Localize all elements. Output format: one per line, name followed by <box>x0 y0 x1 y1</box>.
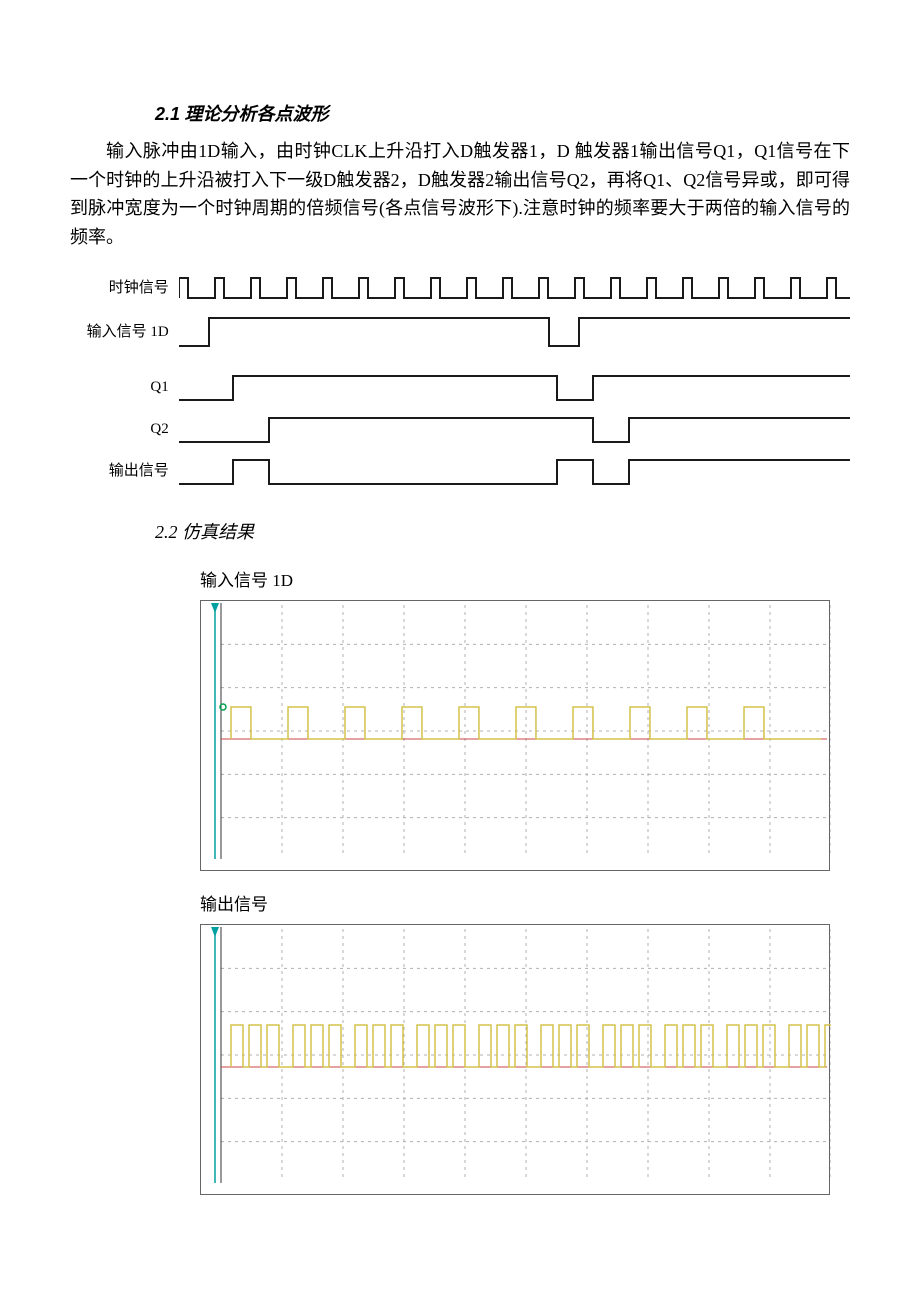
scope-input <box>200 600 830 871</box>
sim-label-input: 输入信号 1D <box>200 567 850 594</box>
waveform-q2 <box>179 412 850 446</box>
body-paragraph: 输入脉冲由1D输入，由时钟CLK上升沿打入D触发器1，D 触发器1输出信号Q1，… <box>70 137 850 252</box>
subheading-number: 2.2 <box>155 522 178 542</box>
label-clock: 时钟信号 <box>70 276 179 300</box>
theoretical-waveforms: 时钟信号 输入信号 1D Q1 Q2 输出信号 <box>70 272 850 488</box>
label-input: 输入信号 1D <box>70 320 179 344</box>
label-output: 输出信号 <box>70 459 179 483</box>
heading-number: 2.1 <box>155 104 180 124</box>
sim-label-output: 输出信号 <box>200 891 850 918</box>
section-heading-2-2: 2.2 仿真结果 <box>155 518 850 547</box>
waveform-clock <box>179 272 850 304</box>
scope-output <box>200 924 830 1195</box>
waveform-input-1d <box>179 312 850 352</box>
waveform-output <box>179 454 850 488</box>
label-q1: Q1 <box>70 375 179 399</box>
section-heading-2-1: 2.1 理论分析各点波形 <box>155 100 850 129</box>
heading-title: 理论分析各点波形 <box>185 104 329 124</box>
subheading-title: 仿真结果 <box>182 522 254 542</box>
label-q2: Q2 <box>70 417 179 441</box>
waveform-q1 <box>179 370 850 404</box>
